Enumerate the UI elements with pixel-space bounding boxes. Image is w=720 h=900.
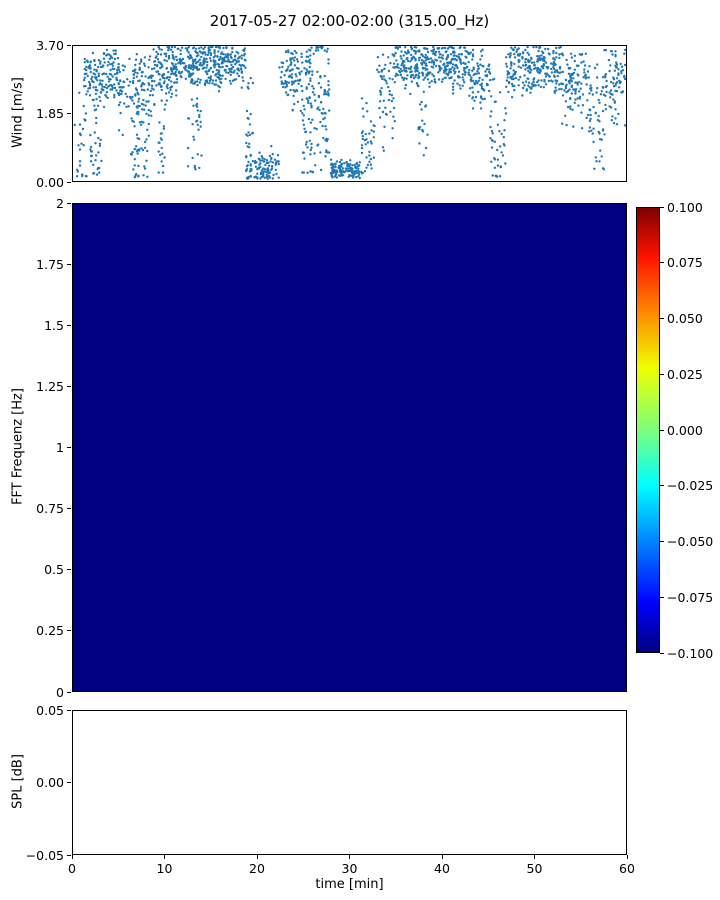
spl-y-tick-mark <box>67 854 71 856</box>
colorbar-tick-label: −0.050 <box>667 534 714 549</box>
colorbar-tick-mark <box>660 318 664 319</box>
fft-y-tick-mark <box>67 691 71 693</box>
x-tick-label: 40 <box>434 861 450 876</box>
wind-y-tick-label: 1.85 <box>36 106 64 121</box>
colorbar <box>636 207 660 653</box>
wind-y-tick-label: 3.70 <box>36 37 64 53</box>
x-tick-mark <box>71 855 73 859</box>
fft-y-tick-mark <box>67 630 71 632</box>
fft-y-tick-label: 0 <box>56 684 64 700</box>
colorbar-tick-mark <box>660 206 664 208</box>
spl-y-tick-label: 0.00 <box>36 775 64 790</box>
colorbar-tick-mark <box>660 596 664 598</box>
spl-y-tick-mark <box>67 709 71 711</box>
wind-scatter-points <box>73 46 626 180</box>
x-tick-label: 10 <box>156 861 173 876</box>
wind-speed-plot <box>72 45 627 182</box>
fft-y-tick-mark <box>67 569 71 571</box>
fft-y-tick-label: 0.75 <box>36 501 64 517</box>
colorbar-tick-mark <box>660 262 664 264</box>
x-tick-mark <box>534 855 535 859</box>
x-tick-label: 30 <box>341 861 358 876</box>
x-tick-mark <box>349 855 350 859</box>
fft-y-tick-mark <box>67 447 71 448</box>
spl-plot <box>72 710 627 855</box>
figure-title: 2017-05-27 02:00-02:00 (315.00_Hz) <box>209 12 490 30</box>
fft-y-tick-mark <box>67 385 71 387</box>
colorbar-tick-mark <box>660 541 664 542</box>
colorbar-tick-mark <box>660 652 664 654</box>
fft-y-tick-mark <box>67 202 71 204</box>
colorbar-tick-mark <box>660 485 664 487</box>
spl-y-tick-label: 0.05 <box>36 702 64 718</box>
wind-y-tick-mark <box>67 44 71 46</box>
fft-y-tick-label: 2 <box>56 195 64 211</box>
fft-y-tick-label: 1.75 <box>36 256 64 272</box>
x-tick-label: 0 <box>68 861 76 876</box>
fft-y-tick-mark <box>67 508 71 510</box>
fft-y-tick-label: 1.5 <box>44 317 64 333</box>
fft-y-tick-label: 0.25 <box>36 623 64 639</box>
fft-y-tick-mark <box>67 263 71 265</box>
x-tick-mark <box>626 855 628 859</box>
colorbar-tick-label: 0.100 <box>667 199 703 215</box>
colorbar-tick-label: −0.075 <box>667 589 714 605</box>
fft-y-tick-label: 0.5 <box>44 562 64 578</box>
wind-y-tick-label: 0.00 <box>36 174 64 190</box>
x-tick-label: 50 <box>526 861 543 876</box>
x-tick-label: 60 <box>619 861 635 876</box>
x-tick-mark <box>164 855 165 859</box>
x-tick-mark <box>441 855 443 859</box>
spl-y-tick-label: −0.05 <box>25 847 64 863</box>
colorbar-tick-mark <box>660 373 664 375</box>
x-tick-mark <box>256 855 258 859</box>
colorbar-tick-label: −0.100 <box>667 645 714 661</box>
fft-y-tick-mark <box>67 324 71 326</box>
spl-y-tick-mark <box>67 782 71 783</box>
x-axis-label: time [min] <box>315 877 384 892</box>
wind-y-tick-mark <box>67 181 71 183</box>
wind-y-tick-mark <box>67 113 71 114</box>
fft-y-tick-label: 1 <box>56 440 64 455</box>
colorbar-tick-label: 0.050 <box>667 311 703 326</box>
colorbar-tick-label: −0.025 <box>667 478 714 494</box>
colorbar-tick-label: 0.025 <box>667 366 703 382</box>
colorbar-tick-label: 0.075 <box>667 255 703 271</box>
spectrogram-plot <box>72 203 627 692</box>
colorbar-tick-label: 0.000 <box>667 422 703 438</box>
colorbar-tick-mark <box>660 429 664 431</box>
x-tick-label: 20 <box>249 861 265 876</box>
fft-y-tick-label: 1.25 <box>36 378 64 394</box>
